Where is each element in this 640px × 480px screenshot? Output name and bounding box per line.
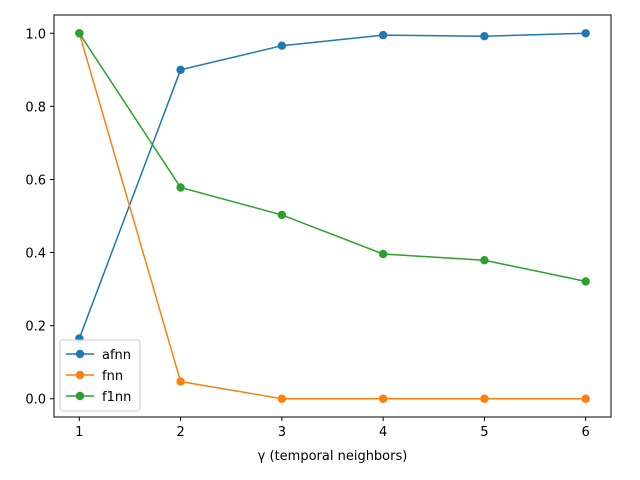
data-point-afnn [277, 41, 287, 50]
x-axis: 1 2 3 4 5 6 [75, 417, 590, 440]
data-point-f1nn [75, 29, 84, 38]
x-tick-label: 1 [75, 425, 83, 440]
data-point-f1nn [480, 256, 489, 265]
series-f1nn [75, 29, 590, 286]
data-point-f1nn [176, 183, 185, 192]
legend-marker-afnn [75, 349, 85, 359]
legend-label-fnn: fnn [102, 369, 123, 384]
legend-marker-fnn [75, 370, 85, 380]
data-point-f1nn [378, 249, 388, 259]
series-line-fnn [78, 33, 586, 400]
y-tick-label: 0.4 [25, 247, 46, 262]
series-line-afnn [78, 32, 586, 339]
series-line-f1nn [78, 32, 586, 283]
x-tick-label: 2 [176, 425, 184, 440]
y-tick-label: 0.0 [25, 393, 46, 408]
data-point-fnn [480, 394, 489, 403]
data-point-f1nn [277, 210, 287, 220]
data-point-fnn [378, 394, 388, 403]
legend-label-afnn: afnn [102, 348, 131, 363]
x-tick-label: 3 [278, 425, 286, 440]
data-point-fnn [581, 394, 590, 403]
y-tick-label: 1.0 [25, 27, 46, 42]
legend-marker-f1nn [75, 391, 85, 401]
x-tick-label: 6 [582, 425, 590, 440]
data-point-f1nn [581, 277, 590, 286]
axes-frame [53, 14, 612, 418]
x-axis-label: γ (temporal neighbors) [258, 449, 408, 464]
x-tick-label: 5 [480, 425, 488, 440]
legend: afnn fnn f1nn [59, 339, 141, 412]
y-tick-label: 0.6 [25, 173, 46, 188]
data-point-afnn [581, 29, 590, 38]
data-point-afnn [176, 65, 185, 75]
data-point-afnn [480, 31, 489, 41]
data-point-fnn [277, 394, 287, 403]
y-axis: 0.0 0.2 0.4 0.6 0.8 1.0 [25, 27, 54, 408]
y-tick-label: 0.8 [25, 100, 46, 115]
legend-label-f1nn: f1nn [102, 390, 131, 405]
x-tick-label: 4 [379, 425, 387, 440]
data-point-afnn [378, 30, 388, 40]
y-tick-label: 0.2 [25, 320, 46, 335]
data-point-fnn [176, 377, 185, 386]
